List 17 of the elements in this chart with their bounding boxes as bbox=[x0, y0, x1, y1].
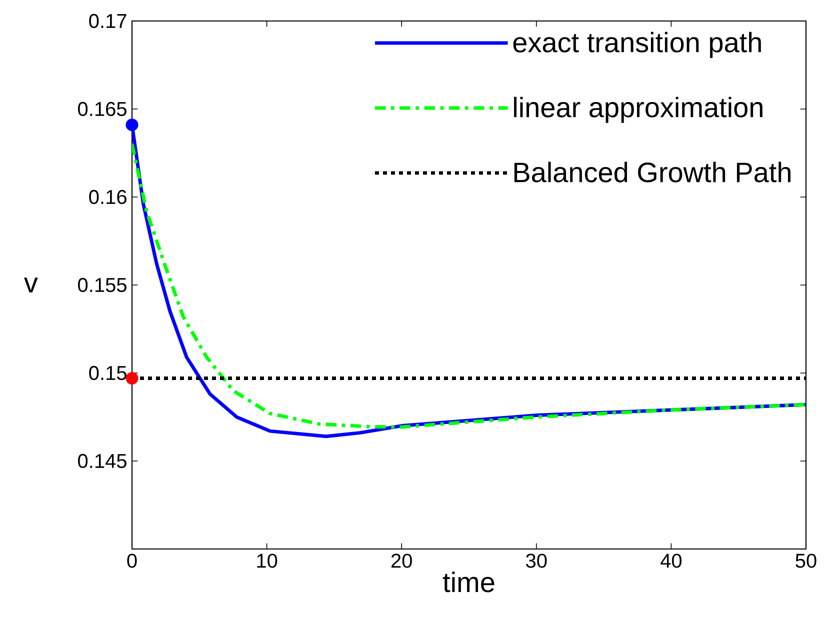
x-tick-label: 20 bbox=[391, 554, 412, 568]
x-tick-label: 30 bbox=[526, 554, 547, 568]
y-tick-label: 0.155 bbox=[78, 278, 126, 292]
legend-label: Balanced Growth Path bbox=[514, 162, 790, 182]
y-tick-label: 0.165 bbox=[78, 102, 126, 116]
legend-label: exact transition path bbox=[513, 32, 761, 58]
x-tick-label: 10 bbox=[257, 554, 278, 568]
y-tick-label: 0.145 bbox=[78, 454, 126, 468]
y-tick-label: 0.15 bbox=[89, 366, 126, 380]
x-axis-title: time bbox=[442, 572, 494, 592]
legend-label: linear approximation bbox=[514, 96, 762, 123]
y-tick-label: 0.16 bbox=[89, 190, 126, 204]
x-tick-label: 40 bbox=[660, 554, 682, 568]
x-tick-label: 50 bbox=[796, 554, 816, 568]
y-tick-label: 0.17 bbox=[89, 14, 126, 28]
x-tick-label: 0 bbox=[127, 554, 137, 568]
y-axis-title: v bbox=[24, 278, 38, 292]
